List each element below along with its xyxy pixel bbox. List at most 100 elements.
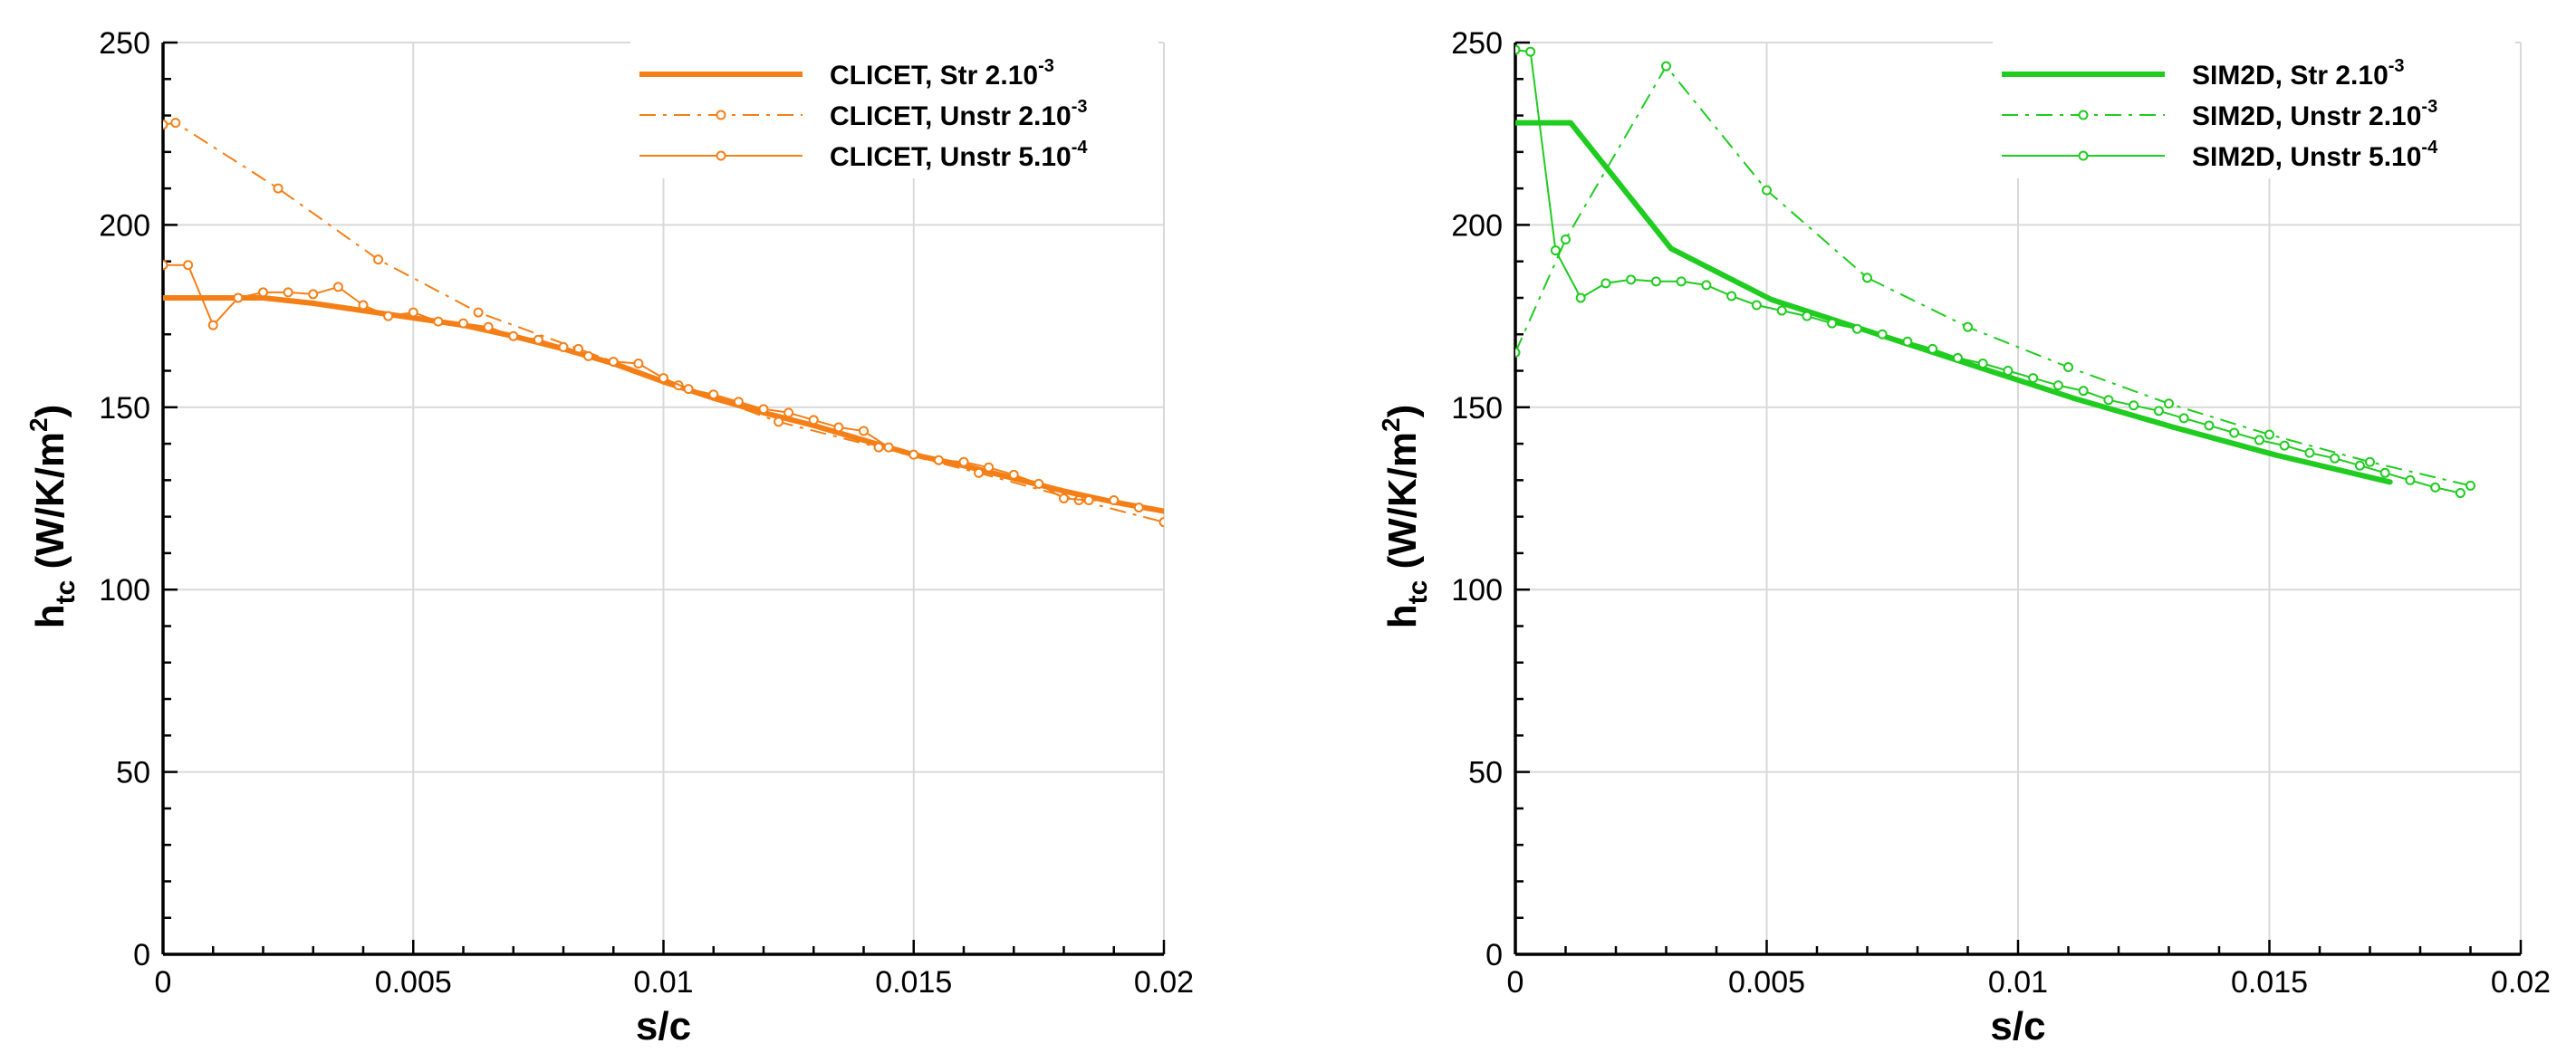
series-1: [1515, 120, 2393, 485]
data-point: [1862, 273, 1872, 283]
data-point: [859, 426, 869, 436]
legend-label-superscript: -4: [1072, 138, 1089, 158]
x-tick-label: 0.005: [375, 965, 452, 1000]
data-point: [1158, 517, 1164, 528]
legend-label-text: SIM2D, Str 2.10: [2192, 61, 2389, 91]
series-line: [163, 263, 1139, 509]
y-tick-label: 250: [99, 26, 150, 61]
data-point: [483, 321, 494, 332]
data-point: [883, 442, 894, 453]
y-axis-title-units-close: ): [1380, 405, 1425, 418]
data-point: [1776, 305, 1787, 316]
data-point: [2153, 406, 2164, 416]
data-point: [1133, 503, 1144, 513]
y-tick-label: 50: [1468, 756, 1503, 790]
data-point: [358, 300, 369, 311]
data-point: [310, 301, 316, 307]
data-point: [958, 456, 969, 467]
legend-marker: [716, 150, 726, 161]
data-point: [2129, 400, 2139, 411]
data-point: [1061, 488, 1067, 494]
data-point: [873, 442, 884, 453]
data-point: [1751, 300, 1762, 311]
data-point: [1161, 508, 1164, 514]
y-axis-title-units: (W/K/m: [28, 432, 72, 580]
legend-label-superscript: -3: [1072, 97, 1088, 117]
legend-label-text: CLICET, Unstr 2.10: [830, 101, 1072, 131]
legend-label-text: SIM2D, Unstr 2.10: [2192, 101, 2421, 131]
data-point: [1952, 352, 1963, 363]
data-point: [908, 449, 919, 460]
data-point: [1550, 245, 1561, 256]
data-point: [733, 397, 744, 407]
data-point: [1561, 235, 1571, 245]
data-point: [1927, 343, 1938, 354]
data-point: [2063, 361, 2073, 372]
data-point: [273, 183, 284, 194]
data-point: [2354, 460, 2365, 471]
legend-label-superscript: -4: [2421, 138, 2438, 158]
data-point: [2164, 398, 2174, 409]
data-point: [1626, 274, 1637, 285]
x-tick-label: 0.015: [2231, 965, 2308, 1000]
y-axis-title: htc (W/K/m2): [24, 405, 81, 629]
data-point: [533, 334, 543, 345]
data-point: [1769, 296, 1775, 302]
data-point: [2455, 487, 2465, 498]
data-point: [833, 422, 844, 433]
data-point: [1600, 278, 1611, 289]
data-point: [283, 287, 293, 298]
y-axis-title-superscript: 2: [1377, 417, 1405, 432]
data-point: [2405, 474, 2416, 485]
data-point: [458, 318, 468, 329]
data-point: [2229, 427, 2240, 438]
legend-label: CLICET, Unstr 5.10-4: [830, 138, 1088, 172]
data-point: [383, 311, 394, 321]
data-point: [233, 292, 244, 303]
data-point: [258, 287, 268, 298]
data-point: [708, 389, 719, 400]
data-point: [2379, 467, 2390, 478]
data-point: [758, 404, 769, 415]
legend-label: CLICET, Unstr 2.10-3: [830, 97, 1088, 131]
series-3: [163, 260, 1144, 513]
data-point: [608, 356, 619, 367]
data-point: [2052, 380, 2063, 391]
y-axis-title-superscript: 2: [24, 417, 53, 432]
data-point: [1059, 493, 1069, 503]
legend-label-text: CLICET, Str 2.10: [830, 61, 1038, 91]
legend-label-superscript: -3: [2421, 97, 2437, 117]
data-point: [984, 462, 995, 473]
data-point: [1575, 292, 1586, 303]
data-point: [1515, 44, 1521, 55]
data-point: [1515, 347, 1521, 358]
x-axis-title: s/c: [636, 1004, 691, 1048]
data-point: [433, 316, 444, 327]
y-axis-title-units-close: ): [28, 405, 72, 418]
data-point: [658, 373, 668, 384]
series-3: [1515, 44, 2465, 498]
data-point: [1963, 321, 1973, 332]
x-axis-title: s/c: [1990, 1004, 2045, 1048]
data-point: [1008, 469, 1019, 480]
data-point: [1668, 245, 1675, 252]
data-point: [373, 254, 384, 265]
legend-label-superscript: -3: [1038, 56, 1054, 76]
y-tick-label: 200: [99, 208, 150, 243]
data-point: [860, 437, 867, 444]
data-point: [558, 341, 569, 352]
data-point: [2365, 456, 2375, 467]
legend-label-text: SIM2D, Unstr 5.10: [2192, 142, 2421, 172]
x-tick-label: 0.01: [633, 965, 693, 1000]
x-tick-label: 0.02: [1134, 965, 1194, 1000]
data-point: [2465, 480, 2475, 491]
y-axis-title-subscript: tc: [51, 580, 81, 605]
data-point: [1525, 46, 1536, 57]
data-point: [1661, 61, 1671, 72]
x-tick-label: 0.005: [1728, 965, 1805, 1000]
data-point: [308, 289, 319, 300]
y-tick-label: 100: [99, 573, 150, 608]
series-2: [1515, 61, 2475, 491]
